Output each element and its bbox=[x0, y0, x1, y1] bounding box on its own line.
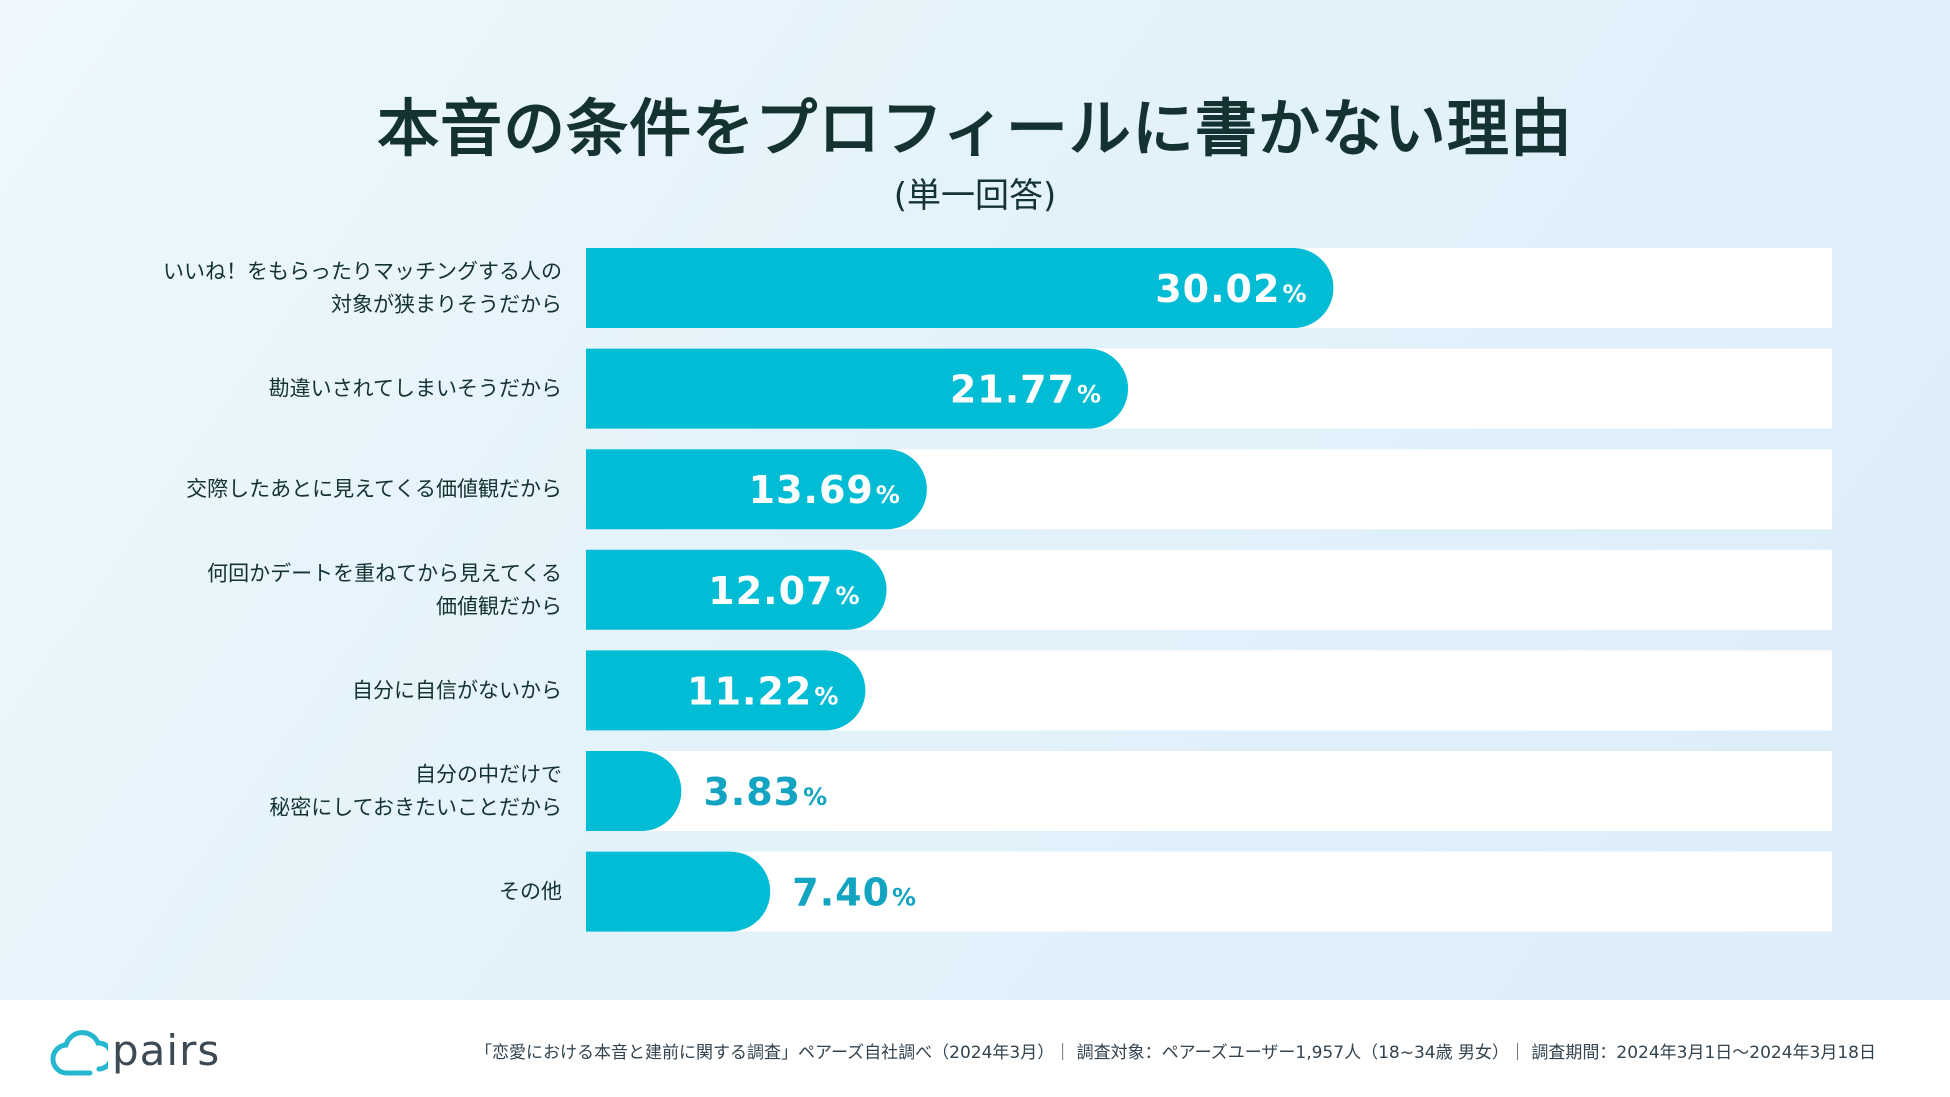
bar-track bbox=[586, 851, 1832, 932]
chart-title: 本音の条件をプロフィールに書かない理由 bbox=[377, 92, 1573, 165]
category-label: 何回かデートを重ねてから見えてくる価値観だから bbox=[207, 561, 562, 618]
logo-text: pairs bbox=[112, 1025, 221, 1075]
category-label: 交際したあとに見えてくる価値観だから bbox=[186, 477, 562, 501]
bar-chart: 30.02% いいね！をもらったりマッチングする人の対象が狭まりそうだから 21.7… bbox=[163, 248, 1832, 932]
bar bbox=[586, 751, 682, 831]
category-label: 自分の中だけで秘密にしておきたいことだから bbox=[269, 763, 562, 820]
value-label: 30.02% bbox=[1155, 267, 1307, 311]
bar bbox=[586, 449, 927, 530]
footer: pairs 「恋愛における本音と建前に関する調査」ペアーズ自社調べ（2024年3… bbox=[0, 1000, 1950, 1097]
bar bbox=[586, 851, 771, 932]
value-label: 7.40% bbox=[792, 871, 917, 915]
category-label: 勘違いされてしまいそうだから bbox=[269, 377, 562, 401]
value-label: 3.83% bbox=[703, 770, 828, 814]
category-label: その他 bbox=[499, 880, 562, 904]
category-label: 自分に自信がないから bbox=[352, 678, 562, 702]
value-label: 13.69% bbox=[749, 468, 901, 512]
bar bbox=[586, 348, 1129, 429]
bar bbox=[586, 549, 887, 630]
bar bbox=[586, 248, 1334, 328]
value-label: 11.22% bbox=[687, 669, 839, 713]
chart-subtitle: (単一回答) bbox=[893, 176, 1057, 216]
category-label: いいね！をもらったりマッチングする人の対象が狭まりそうだから bbox=[163, 260, 562, 317]
value-label: 21.77% bbox=[950, 368, 1102, 412]
bar bbox=[586, 650, 866, 731]
pairs-logo: pairs bbox=[50, 1022, 220, 1078]
survey-source: 「恋愛における本音と建前に関する調査」ペアーズ自社調べ（2024年3月）｜ 調査… bbox=[475, 1043, 1876, 1063]
bar-track bbox=[586, 751, 1832, 831]
cloud-icon bbox=[50, 1030, 108, 1076]
value-label: 12.07% bbox=[708, 569, 860, 613]
